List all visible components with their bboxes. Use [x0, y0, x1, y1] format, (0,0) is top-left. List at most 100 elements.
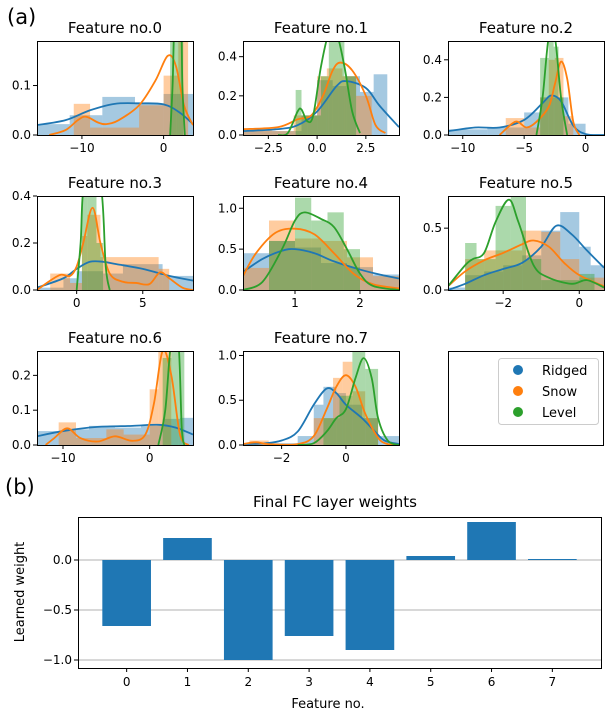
hist-bar-ridged	[76, 271, 104, 290]
panel-title: Feature no.4	[274, 174, 368, 192]
hist-bar-snow	[342, 76, 357, 135]
x-tick-label: 3	[305, 675, 313, 689]
hist-bar-snow	[58, 422, 76, 445]
y-tick-label: 0.2	[12, 368, 31, 382]
panel-title: Feature no.6	[68, 329, 162, 347]
y-tick-label: 0.0	[12, 283, 31, 297]
kde-line-level	[243, 211, 399, 290]
x-tick-label: 1	[184, 675, 192, 689]
panel-title: Feature no.5	[479, 174, 573, 192]
hist-bar-level	[170, 41, 177, 135]
hist-bar-ridged	[243, 131, 302, 135]
hist-bar-ridged	[540, 97, 555, 135]
hist-bar-level	[540, 57, 549, 135]
hist-bar-snow	[81, 235, 88, 290]
bar-chart-xlabel: Feature no.	[291, 697, 364, 712]
hist-bar-ridged	[373, 74, 388, 135]
panel-label-b: (b)	[5, 475, 35, 499]
plot-area	[243, 351, 399, 445]
axes-frame	[243, 41, 400, 136]
hist-bar-ridged	[503, 265, 523, 290]
y-tick-label: −1.0	[43, 653, 72, 667]
y-tick-label: 0.5	[218, 242, 237, 256]
kde-line-level	[535, 41, 569, 135]
x-tick-label: −2	[494, 296, 512, 310]
kde-line-ridged	[243, 80, 399, 132]
y-tick-label: 0.0	[12, 128, 31, 142]
panel-title: Feature no.2	[479, 19, 573, 37]
hist-bar-level	[526, 259, 542, 290]
y-tick-label: 0.0	[218, 283, 237, 297]
hist-bar-ridged	[243, 253, 269, 290]
hist-bar-ridged	[487, 127, 525, 135]
feature-panel-5: Feature no.5 −2 0 0.0 0.5	[423, 174, 605, 310]
hist-bar-snow	[243, 129, 273, 135]
axes-frame	[37, 351, 194, 446]
y-tick-label: 0.1	[12, 79, 31, 93]
hist-bar-snow	[484, 250, 504, 290]
hist-bar-snow	[90, 127, 140, 135]
hist-bar-level	[556, 280, 580, 290]
x-tick-label: 2.5	[356, 141, 375, 155]
x-tick-label: 2	[356, 296, 364, 310]
legend-label-level: Level	[542, 406, 576, 421]
feature-panel-3: Feature no.3 0 5 0.0 0.2 0.4	[12, 174, 194, 310]
hist-bar-level	[295, 197, 312, 290]
y-tick-label: 0.4	[218, 50, 237, 64]
feature-panel-7: Feature no.7 −2 0 0.0 0.5 1.0	[218, 329, 400, 465]
bar-feature-2	[223, 560, 273, 660]
hist-bar-snow	[139, 105, 164, 135]
kde-line-level	[75, 196, 111, 290]
feature-panel-1: Feature no.1 −2.5 0.0 2.5 0.0 0.2 0.4	[218, 19, 400, 155]
x-tick-label: 7	[549, 675, 557, 689]
kde-line-level	[157, 351, 186, 445]
y-tick-label: 0.5	[218, 393, 237, 407]
bar-feature-7	[528, 559, 577, 560]
feature-panel-0: Feature no.0 −10 0 0.0 0.1	[12, 19, 194, 155]
hist-bar-snow	[503, 250, 523, 290]
hist-bar-level	[343, 249, 360, 290]
feature-panel-6: Feature no.6 −10 0 0.0 0.1 0.2	[12, 329, 194, 465]
kde-line-ridged	[448, 94, 604, 135]
panel-title: Feature no.0	[68, 19, 162, 37]
x-tick-label: 0	[73, 296, 81, 310]
feature-panel-2: Feature no.2 −10 −5 0 0.0 0.2 0.4	[423, 19, 605, 155]
axes-frame	[448, 196, 605, 291]
hist-bar-ridged	[484, 271, 504, 290]
hist-bar-level	[495, 205, 511, 290]
plot-area	[243, 41, 399, 135]
hist-bar-snow	[524, 127, 541, 135]
bar-feature-3	[284, 560, 334, 636]
y-tick-label: 0.0	[218, 128, 237, 142]
hist-bar-snow	[356, 95, 372, 135]
x-tick-label: 0	[160, 141, 168, 155]
x-tick-label: 0	[342, 451, 350, 465]
hist-bar-level	[295, 89, 302, 135]
y-tick-label: 0.1	[12, 403, 31, 417]
y-tick-label: 0.2	[12, 236, 31, 250]
y-tick-label: 0.2	[423, 90, 442, 104]
hist-bar-level	[323, 418, 340, 445]
x-tick-label: 4	[366, 675, 374, 689]
hist-bar-snow	[540, 97, 549, 135]
hist-bar-ridged	[579, 246, 591, 290]
hist-bar-level	[553, 46, 559, 135]
axes-frame	[37, 41, 194, 136]
plot-area	[243, 197, 399, 290]
bar-feature-4	[345, 560, 395, 650]
y-tick-label: 0.4	[12, 189, 31, 203]
x-tick-label: 0	[575, 296, 583, 310]
y-tick-label: 0.0	[423, 283, 442, 297]
x-tick-label: 0	[146, 451, 154, 465]
bar-chart-title: Final FC layer weights	[253, 493, 417, 511]
x-tick-label: 0.0	[308, 141, 327, 155]
hist-bar-snow	[295, 238, 321, 290]
x-tick-label: −10	[69, 141, 94, 155]
hist-bar-level	[548, 41, 554, 135]
x-tick-label: 6	[488, 675, 496, 689]
y-tick-label: 0.5	[423, 221, 442, 235]
hist-bar-level	[541, 280, 557, 290]
panel-title: Feature no.7	[274, 329, 368, 347]
hist-bar-snow	[313, 418, 334, 445]
